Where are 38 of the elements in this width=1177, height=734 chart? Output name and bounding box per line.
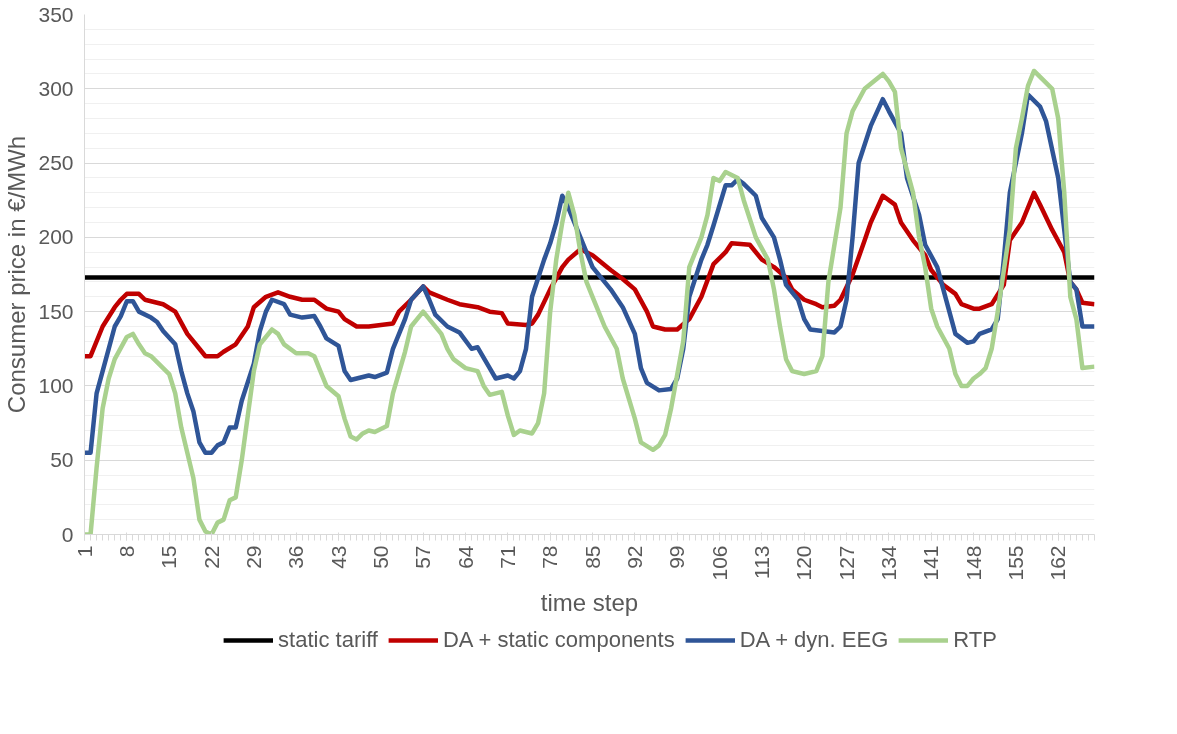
y-tick-label: 50 [50, 448, 74, 472]
x-tick-label: 8 [114, 545, 138, 558]
x-tick-label: 113 [749, 545, 773, 579]
x-tick-label: 15 [157, 545, 181, 569]
x-tick-label: 148 [961, 545, 985, 581]
x-tick-label: 92 [622, 545, 646, 569]
y-tick-label: 100 [38, 373, 74, 397]
x-tick-label: 78 [538, 545, 562, 569]
x-tick-label: 127 [834, 545, 858, 581]
y-tick-label: 200 [38, 225, 74, 249]
y-tick-label: 0 [61, 522, 74, 546]
x-tick-label: 43 [326, 545, 350, 569]
x-tick-label: 22 [199, 545, 223, 569]
x-tick-label: 1 [72, 545, 96, 558]
x-tick-label: 50 [368, 545, 392, 569]
x-tick-label: 71 [495, 545, 519, 569]
x-tick-label: 155 [1003, 545, 1027, 581]
x-tick-label: 162 [1046, 545, 1070, 581]
legend-label: static tariff [278, 627, 378, 653]
y-axis-title: Consumer price in €/MWh [3, 135, 31, 414]
x-tick-label: 36 [284, 545, 308, 569]
x-axis-title: time step [540, 588, 639, 616]
legend-label: RTP [953, 627, 997, 653]
x-tick-label: 64 [453, 545, 477, 569]
y-tick-label: 250 [38, 151, 74, 175]
x-tick-label: 120 [792, 545, 816, 581]
legend-label: DA + static components [442, 627, 675, 653]
legend-label: DA + dyn. EEG [739, 627, 889, 653]
y-tick-label: 350 [38, 2, 74, 26]
x-tick-label: 29 [241, 545, 265, 569]
y-tick-label: 150 [38, 299, 74, 323]
x-tick-label: 57 [411, 545, 435, 569]
x-tick-label: 85 [580, 545, 604, 569]
x-tick-label: 134 [876, 545, 900, 581]
x-tick-label: 106 [707, 545, 731, 581]
x-tick-label: 99 [665, 545, 689, 569]
y-tick-label: 300 [38, 76, 74, 100]
x-tick-label: 141 [919, 545, 943, 581]
